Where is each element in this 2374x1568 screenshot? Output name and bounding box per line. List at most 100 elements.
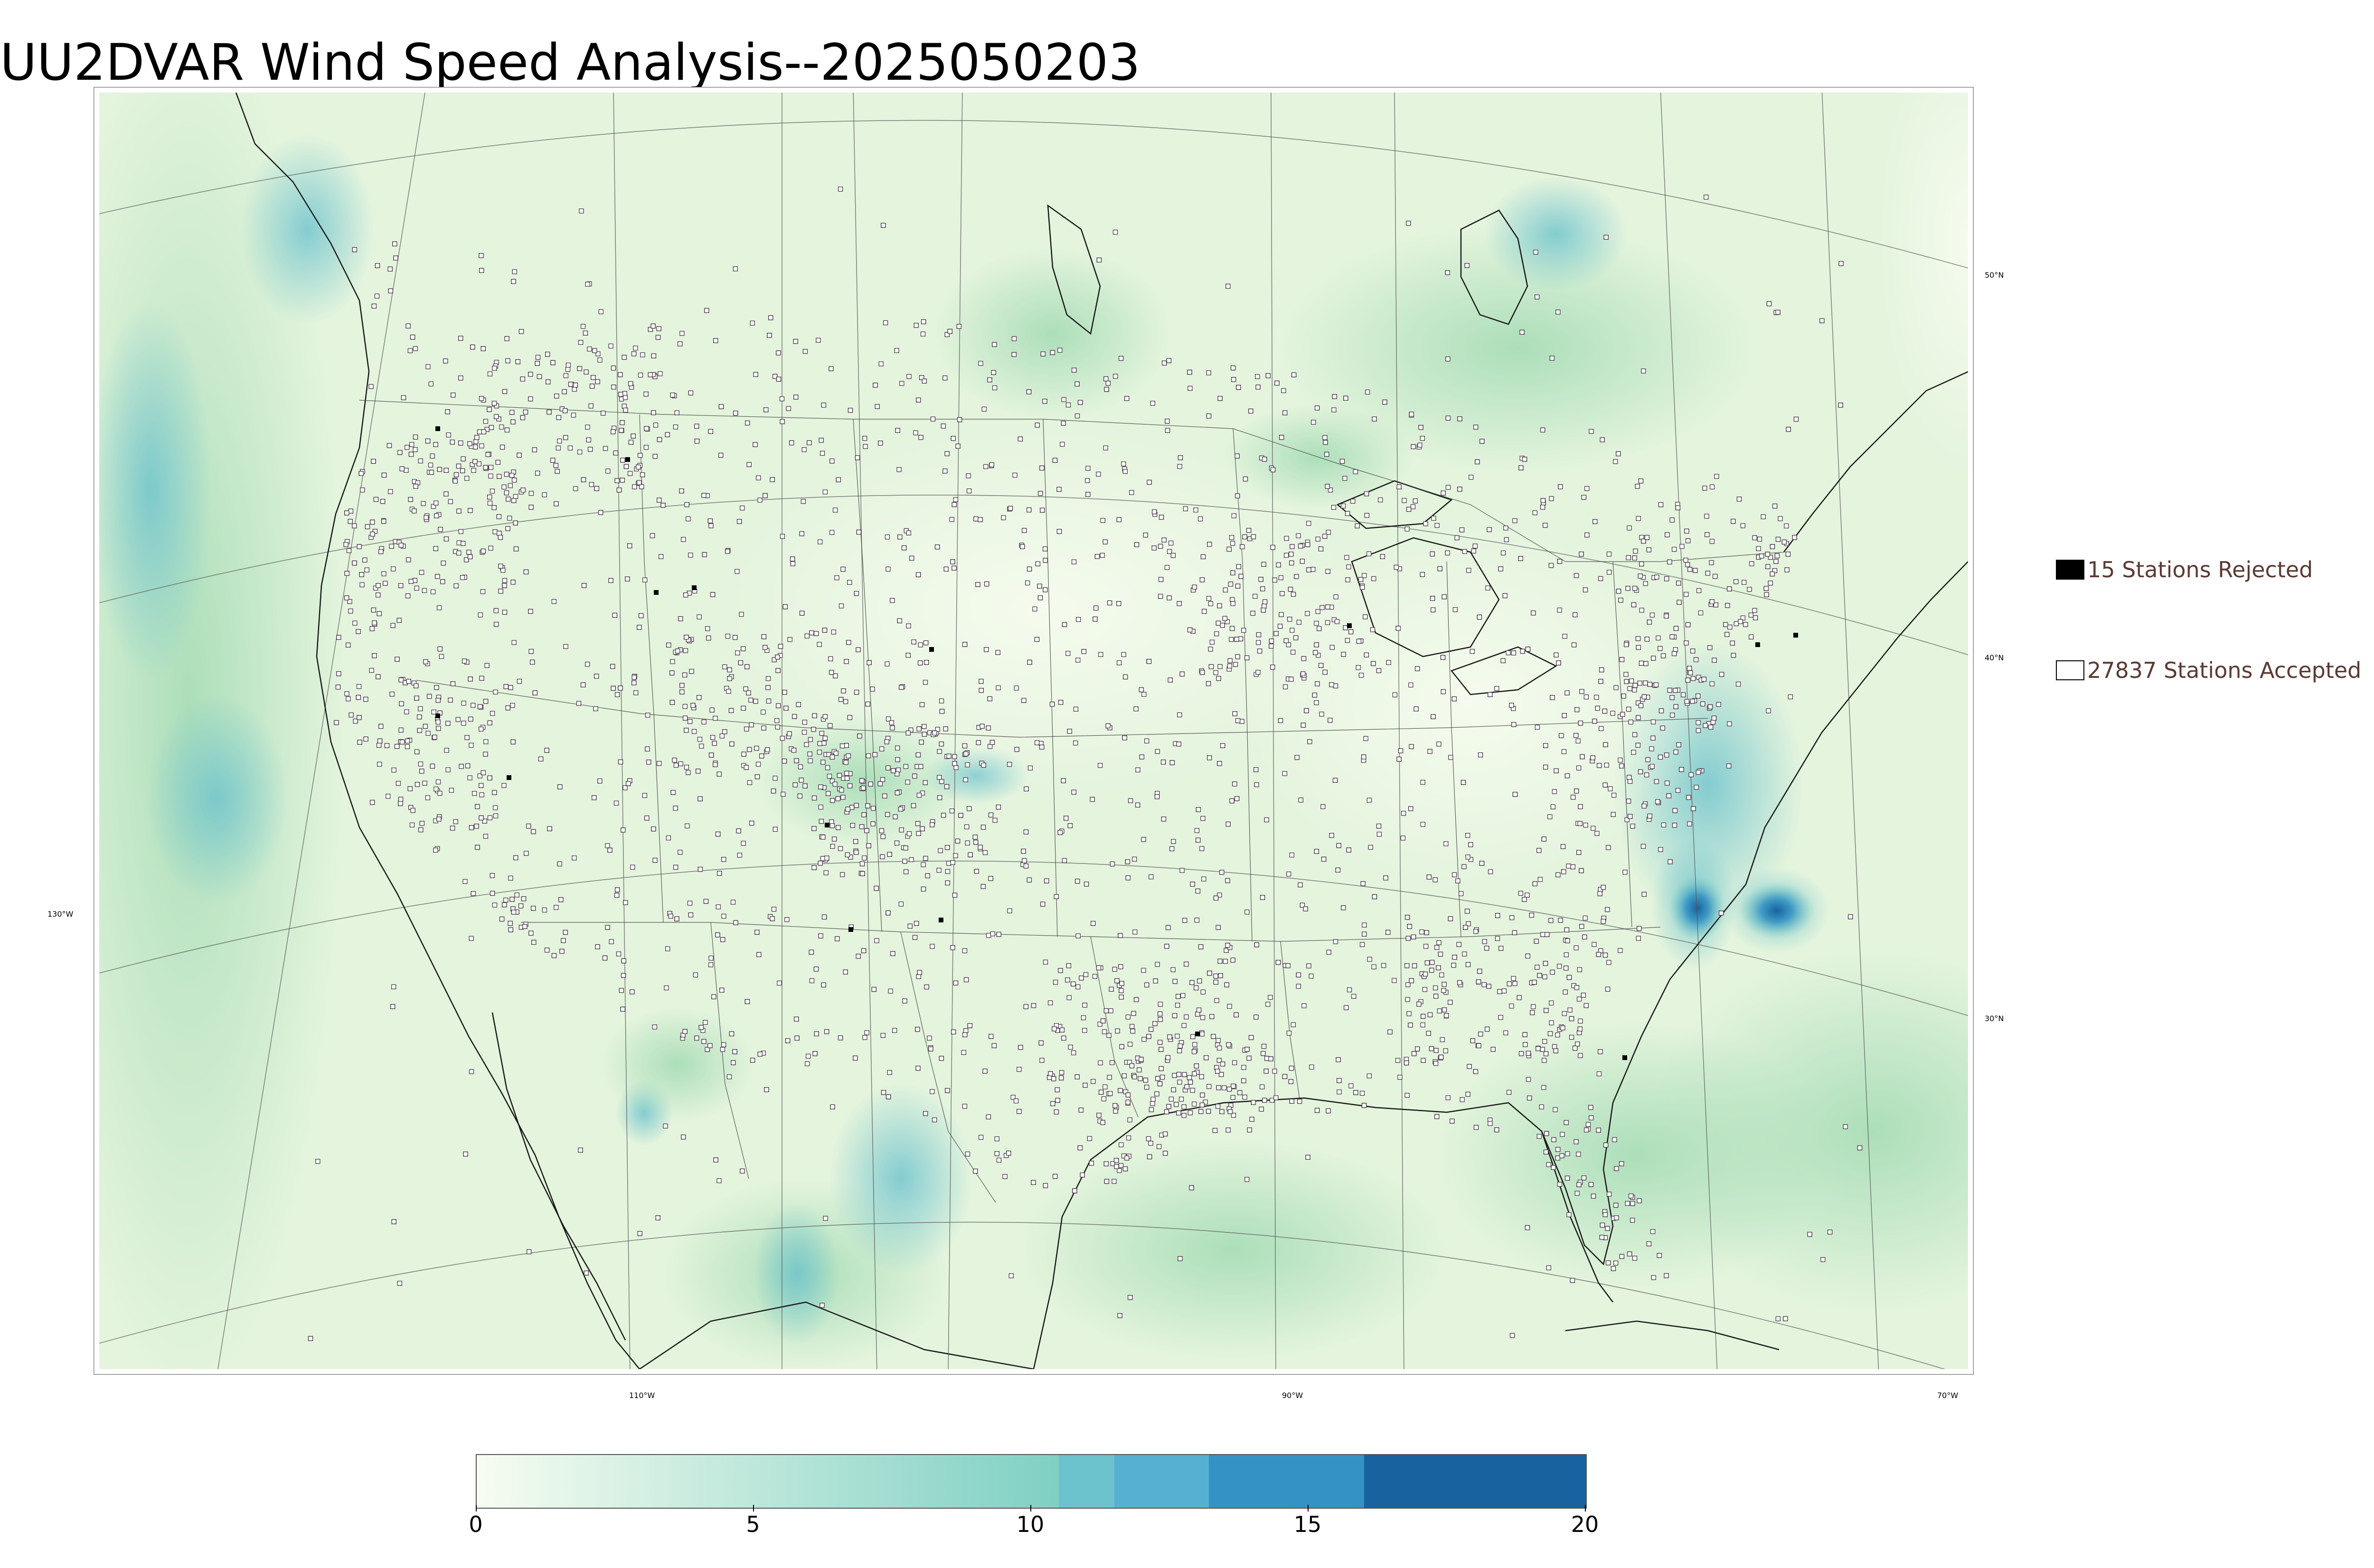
- station-marker: [652, 1024, 658, 1030]
- station-marker: [729, 741, 735, 747]
- station-marker: [357, 740, 362, 745]
- station-marker: [1178, 1256, 1183, 1261]
- station-marker: [1310, 567, 1316, 572]
- station-marker: [614, 478, 620, 483]
- station-marker: [652, 454, 658, 459]
- station-marker: [1632, 732, 1638, 737]
- station-marker: [1443, 1048, 1448, 1053]
- station-marker: [352, 620, 358, 626]
- station-marker: [1635, 636, 1641, 641]
- station-marker: [1135, 767, 1140, 772]
- station-marker: [980, 884, 986, 889]
- station-marker: [1285, 963, 1291, 968]
- station-marker: [1573, 732, 1579, 738]
- station-marker: [893, 814, 898, 819]
- station-marker: [483, 699, 489, 704]
- station-marker: [343, 542, 349, 547]
- station-marker: [708, 962, 714, 967]
- station-marker: [453, 472, 459, 478]
- station-marker: [916, 726, 922, 732]
- station-marker: [1685, 562, 1690, 567]
- station-marker: [1685, 677, 1691, 683]
- station-marker: [1190, 882, 1195, 887]
- station-marker: [484, 663, 490, 668]
- station-marker: [807, 751, 812, 757]
- station-marker: [731, 1060, 736, 1065]
- station-marker: [1405, 982, 1411, 987]
- station-marker: [823, 1216, 828, 1221]
- station-marker: [1326, 949, 1331, 955]
- station-marker: [389, 544, 394, 549]
- station-marker: [490, 891, 495, 896]
- station-marker: [891, 768, 896, 773]
- station-marker: [1332, 778, 1338, 783]
- station-marker: [1660, 653, 1666, 658]
- station-marker: [816, 338, 821, 343]
- station-marker: [1093, 616, 1098, 622]
- station-marker: [1569, 1016, 1574, 1022]
- station-marker: [886, 1094, 891, 1099]
- station-marker: [1392, 978, 1397, 983]
- station-marker: [763, 407, 769, 413]
- station-marker: [362, 557, 367, 563]
- station-marker: [1092, 974, 1098, 979]
- station-marker: [414, 683, 419, 688]
- station-marker: [1512, 981, 1517, 986]
- station-marker: [1400, 836, 1406, 841]
- station-marker: [895, 745, 900, 751]
- station-marker: [1273, 631, 1279, 636]
- station-marker: [377, 761, 382, 767]
- station-marker: [1360, 881, 1366, 886]
- station-marker: [1329, 833, 1334, 838]
- station-marker: [445, 409, 450, 414]
- station-marker: [979, 688, 984, 693]
- station-marker: [1440, 1037, 1445, 1042]
- station-marker: [1583, 587, 1588, 592]
- station-marker: [1712, 657, 1717, 663]
- station-marker: [665, 432, 670, 437]
- station-marker: [906, 374, 912, 379]
- station-marker: [890, 598, 895, 603]
- station-marker: [973, 1168, 978, 1174]
- station-marker: [1476, 979, 1481, 985]
- station-marker: [1161, 537, 1167, 543]
- station-marker: [644, 815, 650, 821]
- station-marker: [1456, 942, 1461, 947]
- station-marker: [576, 701, 582, 706]
- station-marker: [1606, 845, 1611, 850]
- station-marker: [822, 735, 828, 741]
- station-marker: [1437, 566, 1442, 572]
- station-marker: [441, 560, 446, 566]
- station-marker: [659, 554, 664, 559]
- station-marker: [703, 899, 709, 904]
- station-marker: [1705, 571, 1711, 576]
- station-marker: [805, 1061, 810, 1066]
- station-marker: [1207, 970, 1212, 976]
- station-marker: [458, 336, 463, 341]
- station-marker: [989, 462, 994, 468]
- station-marker: [675, 648, 680, 654]
- station-marker: [1433, 1048, 1439, 1053]
- station-marker: [986, 933, 991, 938]
- station-marker: [1314, 1108, 1320, 1113]
- station-marker: [1676, 742, 1681, 748]
- station-marker: [1250, 610, 1255, 616]
- station-marker: [1164, 1109, 1169, 1115]
- station-marker: [1507, 981, 1512, 986]
- station-marker: [1618, 757, 1623, 763]
- station-marker: [1517, 995, 1522, 1000]
- station-marker: [1282, 771, 1288, 776]
- station-marker: [1187, 1110, 1193, 1116]
- station-marker: [1429, 1046, 1434, 1052]
- station-marker: [1583, 822, 1588, 828]
- station-marker: [1152, 1021, 1158, 1026]
- station-marker: [1563, 989, 1568, 995]
- station-marker: [1118, 933, 1123, 938]
- station-marker: [988, 876, 993, 881]
- station-marker: [1348, 629, 1354, 635]
- station-marker: [1473, 929, 1479, 934]
- station-marker: [1500, 658, 1506, 663]
- station-marker: [1555, 1032, 1560, 1038]
- station-marker: [996, 1157, 1002, 1163]
- station-marker: [727, 667, 732, 673]
